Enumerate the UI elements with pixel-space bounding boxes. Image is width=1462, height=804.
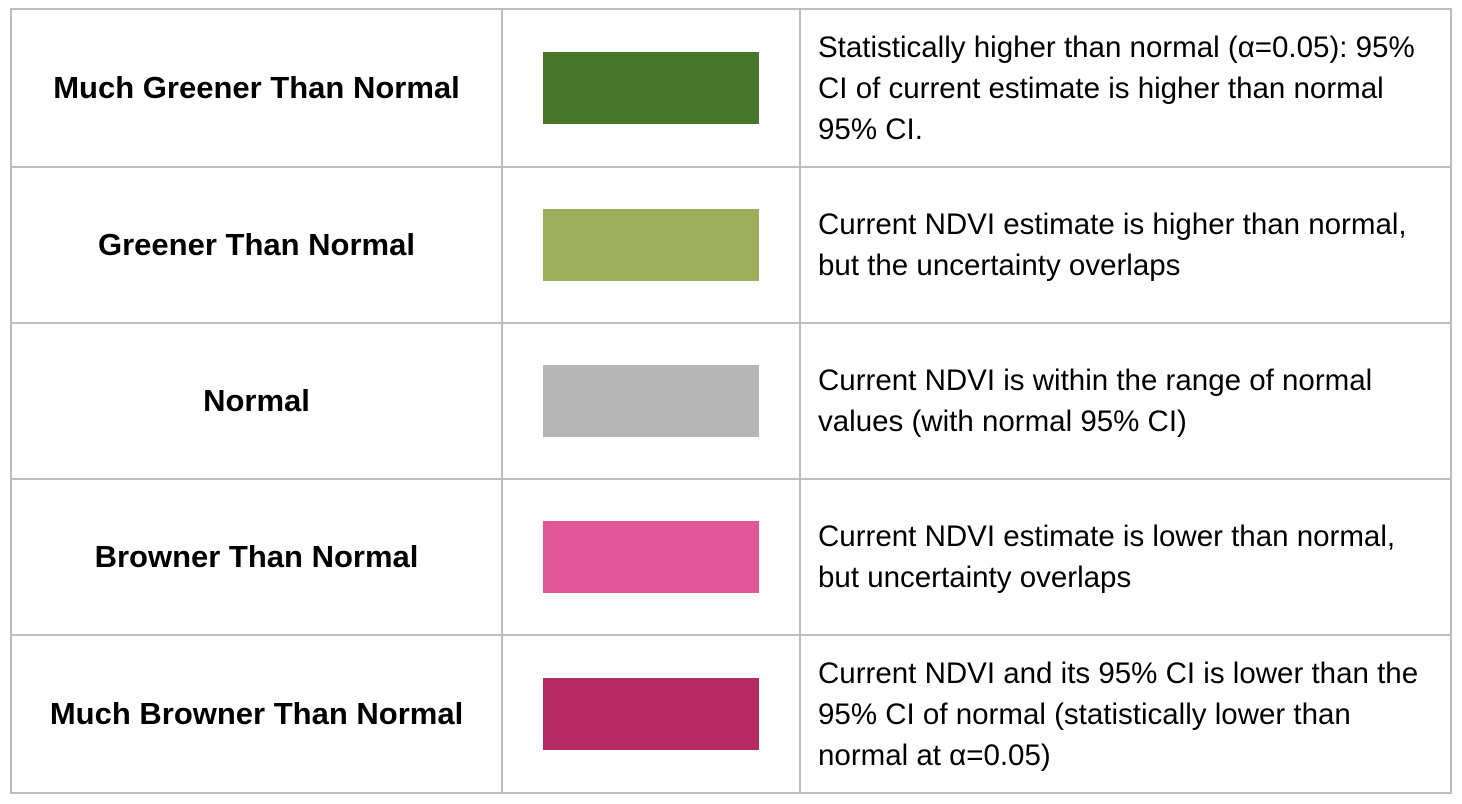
color-swatch	[543, 209, 759, 281]
swatch-cell	[501, 166, 801, 324]
category-description: Current NDVI and its 95% CI is lower tha…	[799, 634, 1452, 794]
category-label: Much Greener Than Normal	[10, 8, 503, 168]
swatch-cell	[501, 478, 801, 636]
color-swatch	[543, 52, 759, 124]
swatch-cell	[501, 322, 801, 480]
swatch-cell	[501, 8, 801, 168]
category-label: Browner Than Normal	[10, 478, 503, 636]
category-label: Much Browner Than Normal	[10, 634, 503, 794]
category-description: Current NDVI is within the range of norm…	[799, 322, 1452, 480]
swatch-cell	[501, 634, 801, 794]
table-row: Much Greener Than Normal Statistically h…	[10, 8, 1452, 168]
category-label: Greener Than Normal	[10, 166, 503, 324]
table-row: Browner Than Normal Current NDVI estimat…	[10, 478, 1452, 636]
category-description: Current NDVI estimate is higher than nor…	[799, 166, 1452, 324]
table-row: Greener Than Normal Current NDVI estimat…	[10, 166, 1452, 324]
category-description: Current NDVI estimate is lower than norm…	[799, 478, 1452, 636]
table-row: Normal Current NDVI is within the range …	[10, 322, 1452, 480]
category-description: Statistically higher than normal (α=0.05…	[799, 8, 1452, 168]
ndvi-legend-table: Much Greener Than Normal Statistically h…	[10, 8, 1452, 794]
color-swatch	[543, 365, 759, 437]
category-label: Normal	[10, 322, 503, 480]
color-swatch	[543, 521, 759, 593]
table-row: Much Browner Than Normal Current NDVI an…	[10, 634, 1452, 794]
color-swatch	[543, 678, 759, 750]
